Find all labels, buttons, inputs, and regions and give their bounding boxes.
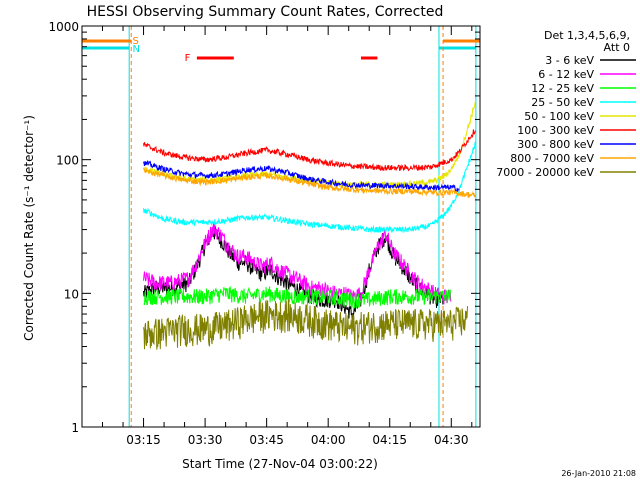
series-line (143, 129, 476, 172)
legend-entry-label: 50 - 100 keV (524, 110, 594, 123)
y-axis-label: Corrected Count Rate (s⁻¹ detector⁻¹) (22, 115, 36, 341)
legend-entry-label: 6 - 12 keV (538, 68, 594, 81)
timestamp-label: 26-Jan-2010 21:08 (561, 469, 636, 478)
x-tick-label: 04:00 (311, 433, 346, 447)
series-line (143, 298, 468, 350)
y-tick-label: 1 (71, 421, 79, 435)
legend-header: Att 0 (604, 41, 630, 54)
series-line (143, 159, 460, 192)
series-line (143, 286, 452, 309)
series-line (143, 166, 476, 199)
x-tick-label: 04:15 (372, 433, 407, 447)
chart-title: HESSI Observing Summary Count Rates, Cor… (87, 4, 444, 20)
axes: 1 10 100 1000 03:15 03:30 03:45 04:00 04:15 04:30 (48, 20, 481, 447)
x-axis-label: Start Time (27-Nov-04 03:00:22) (182, 457, 378, 471)
legend-entry-label: 25 - 50 keV (531, 96, 594, 109)
plot-area: SN F (82, 26, 480, 427)
legend-entry-label: 100 - 300 keV (517, 124, 594, 137)
legend-entry-label: 7000 - 20000 keV (496, 166, 594, 179)
saa-flag-label: S (132, 36, 138, 47)
legend-entry-label: 3 - 6 keV (545, 54, 594, 67)
legend-entry-label: 800 - 7000 keV (510, 152, 594, 165)
x-tick-label: 03:45 (249, 433, 284, 447)
x-tick-label: 03:30 (188, 433, 223, 447)
night-flag-label: N (132, 44, 139, 55)
series-line (143, 141, 476, 234)
x-tick-label: 03:15 (126, 433, 161, 447)
x-tick-label: 04:30 (434, 433, 469, 447)
y-tick-label: 10 (64, 287, 79, 301)
flare-flag-label: F (185, 53, 191, 64)
y-tick-label: 1000 (48, 20, 79, 34)
plot-frame (81, 25, 481, 428)
series-line (143, 223, 452, 305)
legend-entry-label: 12 - 25 keV (531, 82, 594, 95)
y-tick-label: 100 (56, 154, 79, 168)
legend-entry-label: 300 - 800 keV (517, 138, 594, 151)
legend-header: Det 1,3,4,5,6,9, (544, 29, 630, 42)
